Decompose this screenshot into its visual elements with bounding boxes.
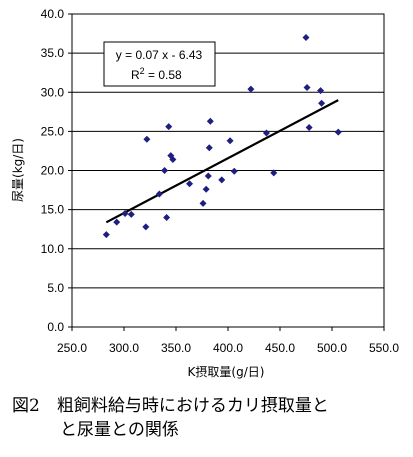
y-tick-label: 20.0 bbox=[41, 164, 65, 178]
data-point bbox=[230, 167, 238, 175]
x-tick-label: 250.0 bbox=[57, 341, 87, 355]
data-point bbox=[102, 231, 110, 239]
figure-caption: 図2 粗飼料給与時におけるカリ摂取量と と尿量との関係 bbox=[12, 394, 407, 442]
data-point bbox=[218, 176, 226, 184]
equation-box: y = 0.07 x - 6.43 R2 = 0.58 bbox=[103, 41, 216, 87]
x-tick-label: 350.0 bbox=[161, 341, 191, 355]
data-point bbox=[199, 199, 207, 207]
x-tick-label: 550.0 bbox=[369, 341, 399, 355]
trendline bbox=[105, 99, 339, 224]
r-squared: R2 = 0.58 bbox=[131, 66, 182, 82]
data-point bbox=[305, 123, 313, 131]
data-point bbox=[161, 167, 169, 174]
data-point bbox=[169, 156, 177, 164]
gridlines bbox=[72, 52, 384, 289]
x-axis-ticks: 250.0 300.0 350.0 400.0 450.0 500.0 550.0 bbox=[57, 327, 399, 355]
y-tick-label: 35.0 bbox=[41, 46, 65, 60]
data-point bbox=[155, 190, 163, 198]
data-point bbox=[127, 210, 135, 218]
data-points bbox=[102, 33, 342, 239]
data-point bbox=[270, 169, 278, 177]
y-tick-label: 30.0 bbox=[41, 85, 65, 99]
data-point bbox=[204, 172, 212, 180]
data-point bbox=[113, 218, 121, 226]
x-tick-label: 300.0 bbox=[109, 341, 139, 355]
data-point bbox=[247, 85, 255, 93]
data-point bbox=[317, 87, 325, 95]
data-point bbox=[121, 210, 129, 218]
caption-line-1: 図2 粗飼料給与時におけるカリ摂取量と bbox=[12, 396, 329, 416]
y-tick-label: 10.0 bbox=[41, 242, 65, 256]
y-tick-label: 15.0 bbox=[41, 203, 65, 217]
data-point bbox=[262, 129, 270, 137]
y-tick-label: 0.0 bbox=[47, 320, 64, 334]
y-tick-label: 25.0 bbox=[41, 124, 65, 138]
data-point bbox=[206, 117, 214, 125]
data-point bbox=[302, 33, 310, 41]
data-point bbox=[165, 123, 173, 131]
data-point bbox=[318, 99, 326, 107]
data-point bbox=[226, 137, 234, 145]
data-point bbox=[334, 128, 342, 136]
data-point bbox=[163, 213, 171, 221]
y-tick-label: 40.0 bbox=[41, 7, 65, 21]
data-point bbox=[143, 135, 151, 143]
data-point bbox=[142, 223, 150, 231]
scatter-chart: 0.0 5.0 10.0 15.0 20.0 25.0 30.0 35.0 40.0 250.0… bbox=[11, 7, 399, 379]
x-tick-label: 450.0 bbox=[265, 341, 295, 355]
data-point bbox=[205, 144, 213, 152]
data-point bbox=[303, 84, 311, 92]
data-point bbox=[186, 180, 194, 188]
x-axis-label: K摂取量(g/日) bbox=[188, 364, 265, 379]
y-tick-label: 5.0 bbox=[47, 281, 64, 295]
x-tick-label: 500.0 bbox=[317, 341, 347, 355]
caption-line-2: と尿量との関係 bbox=[60, 420, 179, 440]
trendline-equation: y = 0.07 x - 6.43 bbox=[116, 48, 203, 62]
data-point bbox=[202, 185, 210, 193]
y-axis-label: 尿量(kg/日) bbox=[11, 138, 25, 202]
x-tick-label: 400.0 bbox=[213, 341, 243, 355]
y-axis-ticks: 0.0 5.0 10.0 15.0 20.0 25.0 30.0 35.0 40.0 bbox=[41, 7, 72, 334]
